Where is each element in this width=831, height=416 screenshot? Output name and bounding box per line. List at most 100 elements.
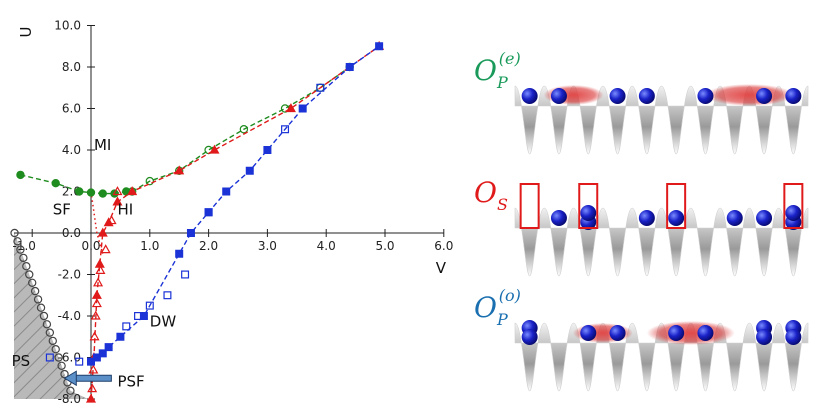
panel-title: OP(o) (474, 286, 521, 329)
psf-arrow-head (63, 370, 77, 387)
series-line-2 (90, 45, 380, 400)
site-box (666, 183, 687, 229)
particle (785, 88, 802, 104)
data-point (122, 322, 131, 331)
data-point (106, 215, 117, 225)
y-axis-label: U (17, 27, 35, 38)
data-point (66, 386, 75, 395)
data-point (51, 178, 60, 188)
data-point (88, 364, 99, 374)
particle (785, 329, 802, 345)
data-point (93, 277, 104, 287)
panel-2: OS (474, 176, 809, 277)
data-point (100, 244, 111, 254)
data-point (10, 228, 19, 238)
particle (609, 325, 626, 341)
particle (756, 329, 773, 345)
data-point (104, 343, 113, 352)
y-tick-label: 8.0 (62, 60, 81, 74)
data-point (98, 189, 107, 198)
particle (726, 210, 743, 226)
data-point (263, 146, 272, 155)
data-point (112, 196, 123, 206)
data-point (163, 291, 172, 300)
data-point (33, 295, 43, 304)
particle (580, 325, 597, 341)
phase-label-hi: HI (117, 200, 133, 218)
data-point (145, 176, 154, 186)
data-point (316, 83, 325, 92)
phase-label-psf: PSF (117, 373, 144, 391)
particle (756, 210, 773, 226)
data-point (75, 187, 84, 196)
x-tick-label: 4.0 (317, 239, 336, 253)
phase-label-mi: MI (94, 136, 111, 154)
data-point (222, 187, 231, 196)
x-tick-label: 5.0 (375, 239, 394, 253)
operator-panels: OP(e) OS OP(o) (474, 49, 809, 392)
data-point (281, 125, 290, 134)
phase-label-dw: DW (150, 312, 177, 330)
data-point (16, 245, 25, 254)
x-tick-label: -1.0 (12, 239, 35, 253)
particle (785, 205, 802, 221)
data-point (97, 227, 108, 237)
data-point (285, 103, 296, 113)
data-point (48, 336, 57, 346)
x-tick-label: 1.0 (140, 239, 159, 253)
panel-title: OS (474, 176, 508, 214)
data-point (116, 332, 125, 341)
data-point (91, 289, 102, 299)
particle (668, 210, 685, 226)
panel-1: OP(e) (474, 49, 809, 155)
data-point (204, 208, 213, 217)
particle (697, 88, 714, 104)
y-tick-label: 2.0 (62, 185, 81, 199)
data-point (86, 357, 95, 366)
data-point (57, 361, 66, 370)
data-point (375, 42, 384, 51)
site-box (783, 183, 804, 229)
data-point (30, 286, 40, 296)
particle (697, 325, 714, 341)
data-point (89, 331, 100, 341)
y-tick-label: -2.0 (58, 268, 81, 282)
data-point (42, 320, 52, 329)
data-point (90, 310, 101, 320)
data-point (51, 345, 60, 354)
data-point (45, 353, 54, 362)
particle (521, 88, 538, 104)
data-point (186, 229, 195, 238)
data-point (95, 264, 106, 274)
particle (550, 210, 567, 226)
string-cloud (646, 321, 735, 345)
data-point (134, 312, 143, 321)
data-point (112, 186, 123, 196)
x-tick-label: 2.0 (199, 239, 218, 253)
particle (521, 329, 538, 345)
data-point (204, 208, 213, 217)
y-tick-label: 4.0 (62, 143, 81, 157)
data-point (139, 312, 148, 321)
particle (580, 205, 597, 221)
x-tick-label: 6.0 (434, 239, 453, 253)
data-point (19, 253, 28, 263)
data-point (298, 104, 307, 113)
particle (668, 325, 685, 341)
data-point (174, 165, 185, 175)
data-point (16, 170, 25, 180)
y-tick-label: -4.0 (58, 309, 81, 323)
psf-arrow-body (72, 374, 112, 382)
data-point (127, 186, 138, 196)
data-point (25, 270, 34, 279)
phase-label-ps: PS (12, 352, 31, 370)
particle (638, 210, 655, 226)
data-point (245, 166, 254, 175)
data-point (239, 125, 249, 134)
y-tick-label: -8.0 (58, 392, 81, 406)
y-tick-label: -6.0 (58, 351, 81, 365)
particle (609, 88, 626, 104)
data-point (181, 270, 190, 279)
data-point (28, 278, 37, 287)
